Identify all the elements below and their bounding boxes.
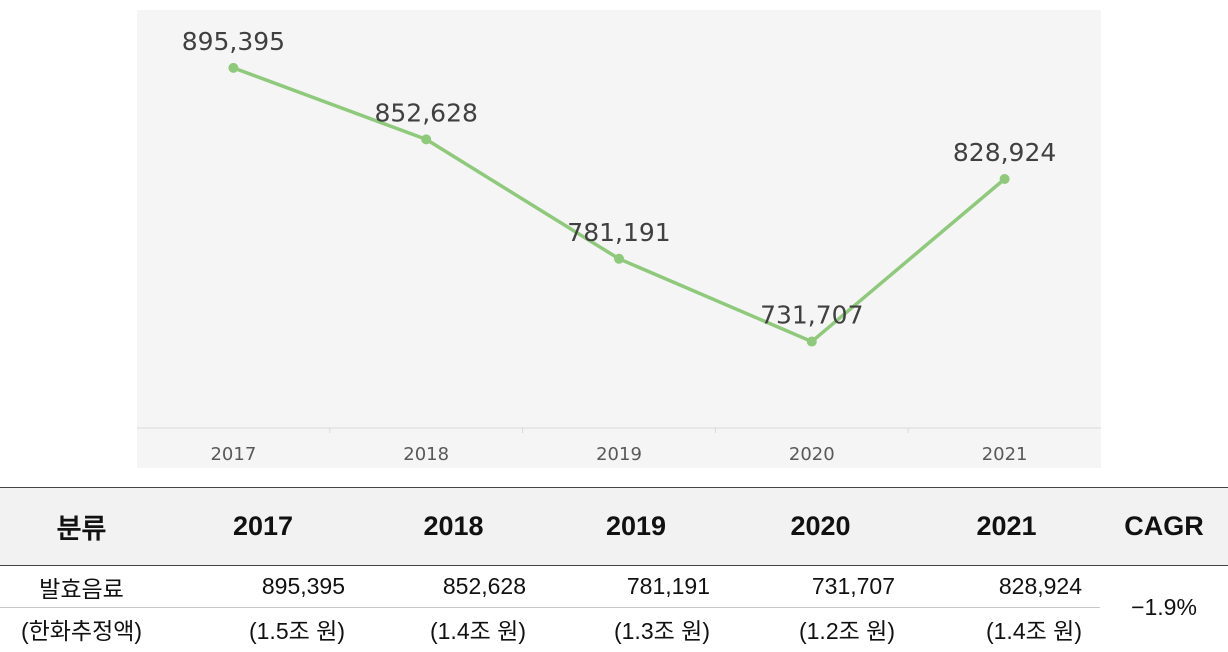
data-label: 781,191 [567, 218, 670, 247]
table-cell: 828,924 [913, 565, 1100, 608]
data-point [806, 336, 817, 347]
x-tick-label: 2021 [982, 444, 1028, 465]
row-label: 발효음료 [0, 565, 163, 608]
table-cell: 895,395 [163, 565, 363, 608]
table-cell: 852,628 [363, 565, 544, 608]
data-label: 895,395 [182, 27, 285, 56]
header-2019: 2019 [544, 487, 728, 566]
x-tick-label: 2018 [403, 444, 449, 465]
table-cell: 731,707 [728, 565, 913, 608]
data-label: 731,707 [760, 301, 863, 330]
data-label: 828,924 [953, 138, 1056, 167]
data-label: 852,628 [375, 98, 478, 127]
data-table: 분류 2017 2018 2019 2020 2021 CAGR 발효음료 89… [0, 487, 1228, 650]
header-cagr: CAGR [1100, 487, 1228, 566]
table-cell: (1.2조 원) [798, 617, 895, 644]
table-cell: (1.5조 원) [248, 617, 345, 644]
x-tick-label: 2017 [210, 444, 256, 465]
row-label: (한화추정액) [20, 617, 143, 644]
cagr-value: −1.9% [1131, 594, 1197, 621]
header-2018: 2018 [363, 487, 544, 566]
header-2020: 2020 [728, 487, 913, 566]
table-cell: (1.3조 원) [613, 617, 710, 644]
data-point [421, 134, 432, 145]
x-tick-label: 2020 [789, 444, 835, 465]
table-cell: 781,191 [544, 565, 728, 608]
data-point [614, 253, 624, 264]
header-category: 분류 [0, 487, 163, 566]
series-line [232, 66, 1006, 344]
data-point [228, 62, 239, 73]
x-tick-label: 2019 [596, 444, 642, 465]
header-2021: 2021 [913, 487, 1100, 566]
table-header-row: 분류 2017 2018 2019 2020 2021 CAGR [0, 487, 1228, 566]
line-chart: 895,395 852,628 781,191 731,707 828,924 2017… [137, 27, 1101, 465]
data-point [999, 173, 1010, 184]
table-cell: (1.4조 원) [429, 617, 526, 644]
table-row: 발효음료 895,395 852,628 781,191 731,707 828… [0, 565, 1228, 620]
table-cell: (1.4조 원) [985, 617, 1082, 644]
header-2017: 2017 [163, 487, 363, 566]
line-chart-panel: 895,395 852,628 781,191 731,707 828,924 2017… [137, 10, 1101, 468]
table-row: (한화추정액) (1.5조 원) (1.4조 원) (1.3조 원) (1.2조… [0, 608, 1228, 650]
